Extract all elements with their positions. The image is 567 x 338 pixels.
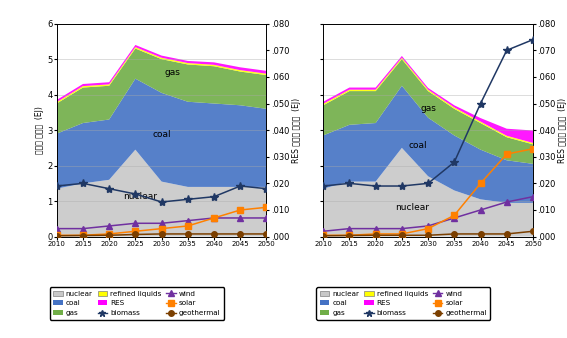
- Text: nuclear: nuclear: [124, 192, 158, 201]
- Text: coal: coal: [408, 141, 427, 150]
- Y-axis label: RES 에너지 소비량  (EJ): RES 에너지 소비량 (EJ): [292, 98, 301, 163]
- Y-axis label: RES 에너지 소비량  (EJ): RES 에너지 소비량 (EJ): [558, 98, 567, 163]
- Legend: nuclear, coal, gas, refined liquids, RES, biomass, wind, solar, geothermal: nuclear, coal, gas, refined liquids, RES…: [316, 287, 490, 320]
- Y-axis label: 에너지 소비량  (EJ): 에너지 소비량 (EJ): [35, 106, 44, 154]
- Text: gas: gas: [420, 104, 436, 113]
- Legend: nuclear, coal, gas, refined liquids, RES, biomass, wind, solar, geothermal: nuclear, coal, gas, refined liquids, RES…: [50, 287, 224, 320]
- Text: gas: gas: [164, 68, 180, 77]
- Text: nuclear: nuclear: [395, 203, 429, 212]
- Text: coal: coal: [153, 130, 171, 139]
